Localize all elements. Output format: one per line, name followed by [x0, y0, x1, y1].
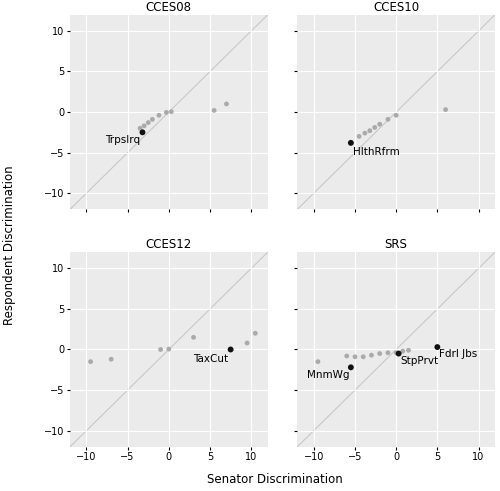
Point — [434, 343, 442, 351]
Title: CCES08: CCES08 — [146, 0, 192, 14]
Point — [399, 347, 407, 355]
Point — [404, 346, 412, 354]
Point — [168, 108, 175, 115]
Point — [226, 346, 234, 354]
Point — [107, 355, 115, 363]
Point — [148, 115, 156, 123]
Point — [347, 363, 355, 371]
Point — [394, 350, 402, 357]
Point — [366, 127, 374, 135]
Text: MnmWg: MnmWg — [306, 370, 349, 380]
Point — [370, 124, 378, 132]
Title: CCES12: CCES12 — [146, 238, 192, 251]
Point — [342, 352, 350, 360]
Text: StpPrvt: StpPrvt — [400, 356, 438, 366]
Point — [138, 128, 146, 136]
Point — [347, 139, 355, 147]
Point — [140, 122, 148, 130]
Point — [162, 109, 170, 116]
Point — [384, 349, 392, 356]
Point — [351, 353, 359, 361]
Point — [359, 353, 367, 361]
Point — [368, 351, 376, 359]
Point — [314, 358, 322, 366]
Point — [376, 120, 384, 128]
Title: CCES10: CCES10 — [373, 0, 419, 14]
Point — [165, 345, 173, 353]
Point — [392, 349, 400, 356]
Point — [243, 339, 251, 347]
Point — [361, 129, 369, 137]
Point — [190, 333, 198, 341]
Point — [252, 329, 260, 337]
Point — [355, 133, 363, 140]
Text: TrpsIrq: TrpsIrq — [105, 135, 140, 145]
Text: Respondent Discrimination: Respondent Discrimination — [2, 165, 16, 326]
Text: HlthRfrm: HlthRfrm — [352, 147, 400, 157]
Point — [156, 346, 164, 354]
Text: TaxCut: TaxCut — [193, 354, 228, 363]
Point — [376, 350, 384, 357]
Text: Fdrl Jbs: Fdrl Jbs — [439, 350, 477, 359]
Point — [442, 106, 450, 113]
Point — [392, 111, 400, 119]
Point — [155, 111, 163, 119]
Point — [210, 107, 218, 114]
Point — [86, 358, 94, 366]
Point — [222, 100, 230, 108]
Text: Senator Discrimination: Senator Discrimination — [207, 473, 343, 486]
Point — [136, 124, 144, 132]
Point — [384, 115, 392, 123]
Title: SRS: SRS — [384, 238, 407, 251]
Point — [144, 119, 152, 127]
